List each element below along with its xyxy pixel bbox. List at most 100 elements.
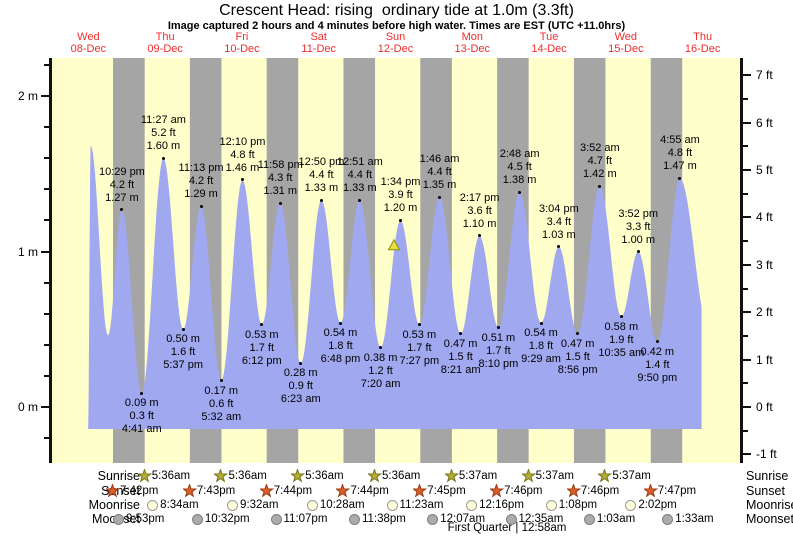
high-tide-label: 10:29 pm 4.2 ft 1.27 m — [99, 166, 145, 205]
right-axis-minor-tick — [743, 429, 748, 432]
right-axis-minor-tick — [743, 382, 748, 385]
left-axis-minor-tick — [44, 343, 49, 346]
sun-moon-time: 1:33am — [675, 513, 714, 525]
sun-moon-entry: 1:03am — [583, 512, 636, 526]
sunset-star-icon — [566, 484, 581, 498]
day-label: Tue 14-Dec — [511, 31, 587, 55]
sun-moon-entry: 5:36am — [214, 469, 267, 483]
tide-extreme-dot — [379, 346, 383, 350]
right-axis-minor-tick — [743, 334, 748, 337]
left-axis-minor-tick — [44, 188, 49, 191]
tide-extreme-dot — [678, 176, 682, 180]
sunrise-star-icon — [444, 469, 459, 483]
tide-label-time: 11:27 am — [140, 114, 186, 127]
sun-moon-time: 5:36am — [382, 470, 421, 482]
tide-label-time: 3:04 pm — [539, 202, 579, 215]
moonset-circle-icon — [113, 513, 124, 525]
tide-label-time: 1:34 pm — [380, 176, 421, 189]
sun-moon-time: 12:07am — [440, 513, 486, 525]
tide-label-ft: 1.7 ft — [407, 341, 432, 354]
right-axis-major-tick — [743, 216, 751, 219]
sun-moon-entry: 5:37am — [521, 469, 574, 483]
sun-moon-entry: 5:36am — [368, 469, 420, 483]
tide-label-time: 8:56 pm — [557, 363, 598, 376]
low-tide-label: 0.58 m 1.9 ft 10:35 am — [598, 321, 644, 360]
high-tide-label: 2:48 am 4.5 ft 1.38 m — [500, 148, 540, 187]
low-tide-label: 0.53 m 1.7 ft 7:27 pm — [399, 329, 439, 368]
tide-label-ft: 3.9 ft — [388, 189, 413, 202]
row-label-right: Moonset — [746, 512, 793, 526]
moonset-circle-icon — [191, 513, 203, 525]
tide-label-time: 8:21 am — [440, 363, 481, 376]
high-tide-label: 2:17 pm 3.6 ft 1.10 m — [460, 192, 500, 231]
day-label: Sun 12-Dec — [358, 31, 434, 55]
tide-label-ft: 3.4 ft — [546, 215, 572, 228]
tide-label-ft: 5.2 ft — [151, 127, 176, 140]
sun-moon-time: 1:03am — [596, 513, 636, 525]
tide-label-m: 0.09 m — [124, 397, 159, 409]
tide-label-m: 0.58 m — [604, 320, 639, 333]
left-axis-minor-tick — [44, 157, 49, 160]
tide-label-m: 0.54 m — [524, 327, 558, 340]
tide-label-ft: 1.5 ft — [565, 350, 590, 363]
high-tide-label: 3:52 am 4.7 ft 1.42 m — [580, 142, 620, 181]
low-tide-label: 0.28 m 0.9 ft 6:23 am — [281, 367, 321, 406]
sun-moon-time: 10:32pm — [204, 513, 250, 525]
tide-label-ft: 4.8 ft — [230, 148, 255, 161]
tide-label-time: 2:48 am — [499, 148, 540, 161]
sun-moon-time: 11:07pm — [283, 513, 328, 525]
tide-label-ft: 1.8 ft — [528, 340, 554, 353]
tide-label-ft: 1.7 ft — [249, 341, 275, 354]
tide-label-time: 12:10 pm — [219, 135, 266, 148]
right-axis-minor-tick — [743, 97, 748, 100]
sun-moon-time: 10:28am — [319, 499, 365, 511]
high-tide-label: 1:34 pm 3.9 ft 1.20 m — [381, 176, 421, 215]
tide-label-m: 1.33 m — [343, 182, 377, 195]
sun-moon-entry: 11:38pm — [348, 512, 406, 526]
sun-moon-entry: 7:45pm — [413, 484, 466, 498]
tide-label-time: 3:52 am — [579, 142, 620, 155]
tide-extreme-dot — [219, 379, 223, 383]
tide-label-time: 9:50 pm — [637, 371, 678, 384]
tide-label-m: 1.35 m — [422, 179, 457, 192]
right-axis-tick-label: 4 ft — [756, 210, 773, 225]
tide-label-time: 5:37 pm — [163, 359, 203, 372]
sun-moon-time: 5:36am — [305, 470, 344, 482]
tide-label-ft: 4.4 ft — [427, 166, 452, 179]
right-axis-major-tick — [743, 169, 751, 172]
tide-label-time: 8:10 pm — [478, 357, 519, 370]
tide-label-ft: 0.9 ft — [288, 380, 313, 393]
tide-label-m: 0.54 m — [323, 327, 358, 340]
sunrise-star-icon — [598, 469, 613, 483]
tide-label-m: 1.47 m — [663, 160, 697, 173]
tide-curve-canvas — [88, 58, 702, 463]
moonrise-circle-icon — [545, 499, 557, 511]
sun-moon-time: 5:37am — [612, 470, 651, 482]
tide-label-m: 1.31 m — [263, 185, 298, 198]
left-axis-tick-label: 1 m — [17, 244, 38, 259]
day-label: Thu 09-Dec — [127, 31, 203, 55]
row-label-right: Sunrise — [746, 469, 789, 483]
sun-moon-time: 7:43pm — [196, 485, 236, 497]
tide-extreme-dot — [539, 321, 543, 325]
tide-extreme-dot — [417, 323, 421, 327]
tide-extreme-dot — [319, 198, 323, 202]
sun-moon-time: 5:36am — [151, 470, 191, 482]
right-axis — [740, 58, 743, 463]
left-axis-minor-tick — [44, 437, 49, 440]
moonrise-circle-icon — [147, 499, 159, 511]
sun-moon-entry: 1:33am — [662, 512, 714, 526]
tide-label-ft: 1.6 ft — [170, 346, 196, 359]
tide-label-m: 0.50 m — [166, 333, 200, 346]
right-axis-tick-label: 2 ft — [756, 305, 773, 320]
sun-moon-time: 5:36am — [228, 470, 267, 482]
high-tide-label: 11:58 pm 4.3 ft 1.31 m — [258, 159, 303, 198]
tide-extreme-dot — [459, 332, 463, 336]
left-axis-tick-label: 2 m — [17, 89, 38, 103]
day-name: Sat — [310, 31, 327, 43]
tide-label-time: 10:35 am — [598, 346, 645, 359]
right-axis-tick-label: 5 ft — [756, 163, 773, 178]
row-label-left: Sunrise — [97, 469, 140, 483]
sun-moon-time: 7:44pm — [273, 485, 313, 497]
